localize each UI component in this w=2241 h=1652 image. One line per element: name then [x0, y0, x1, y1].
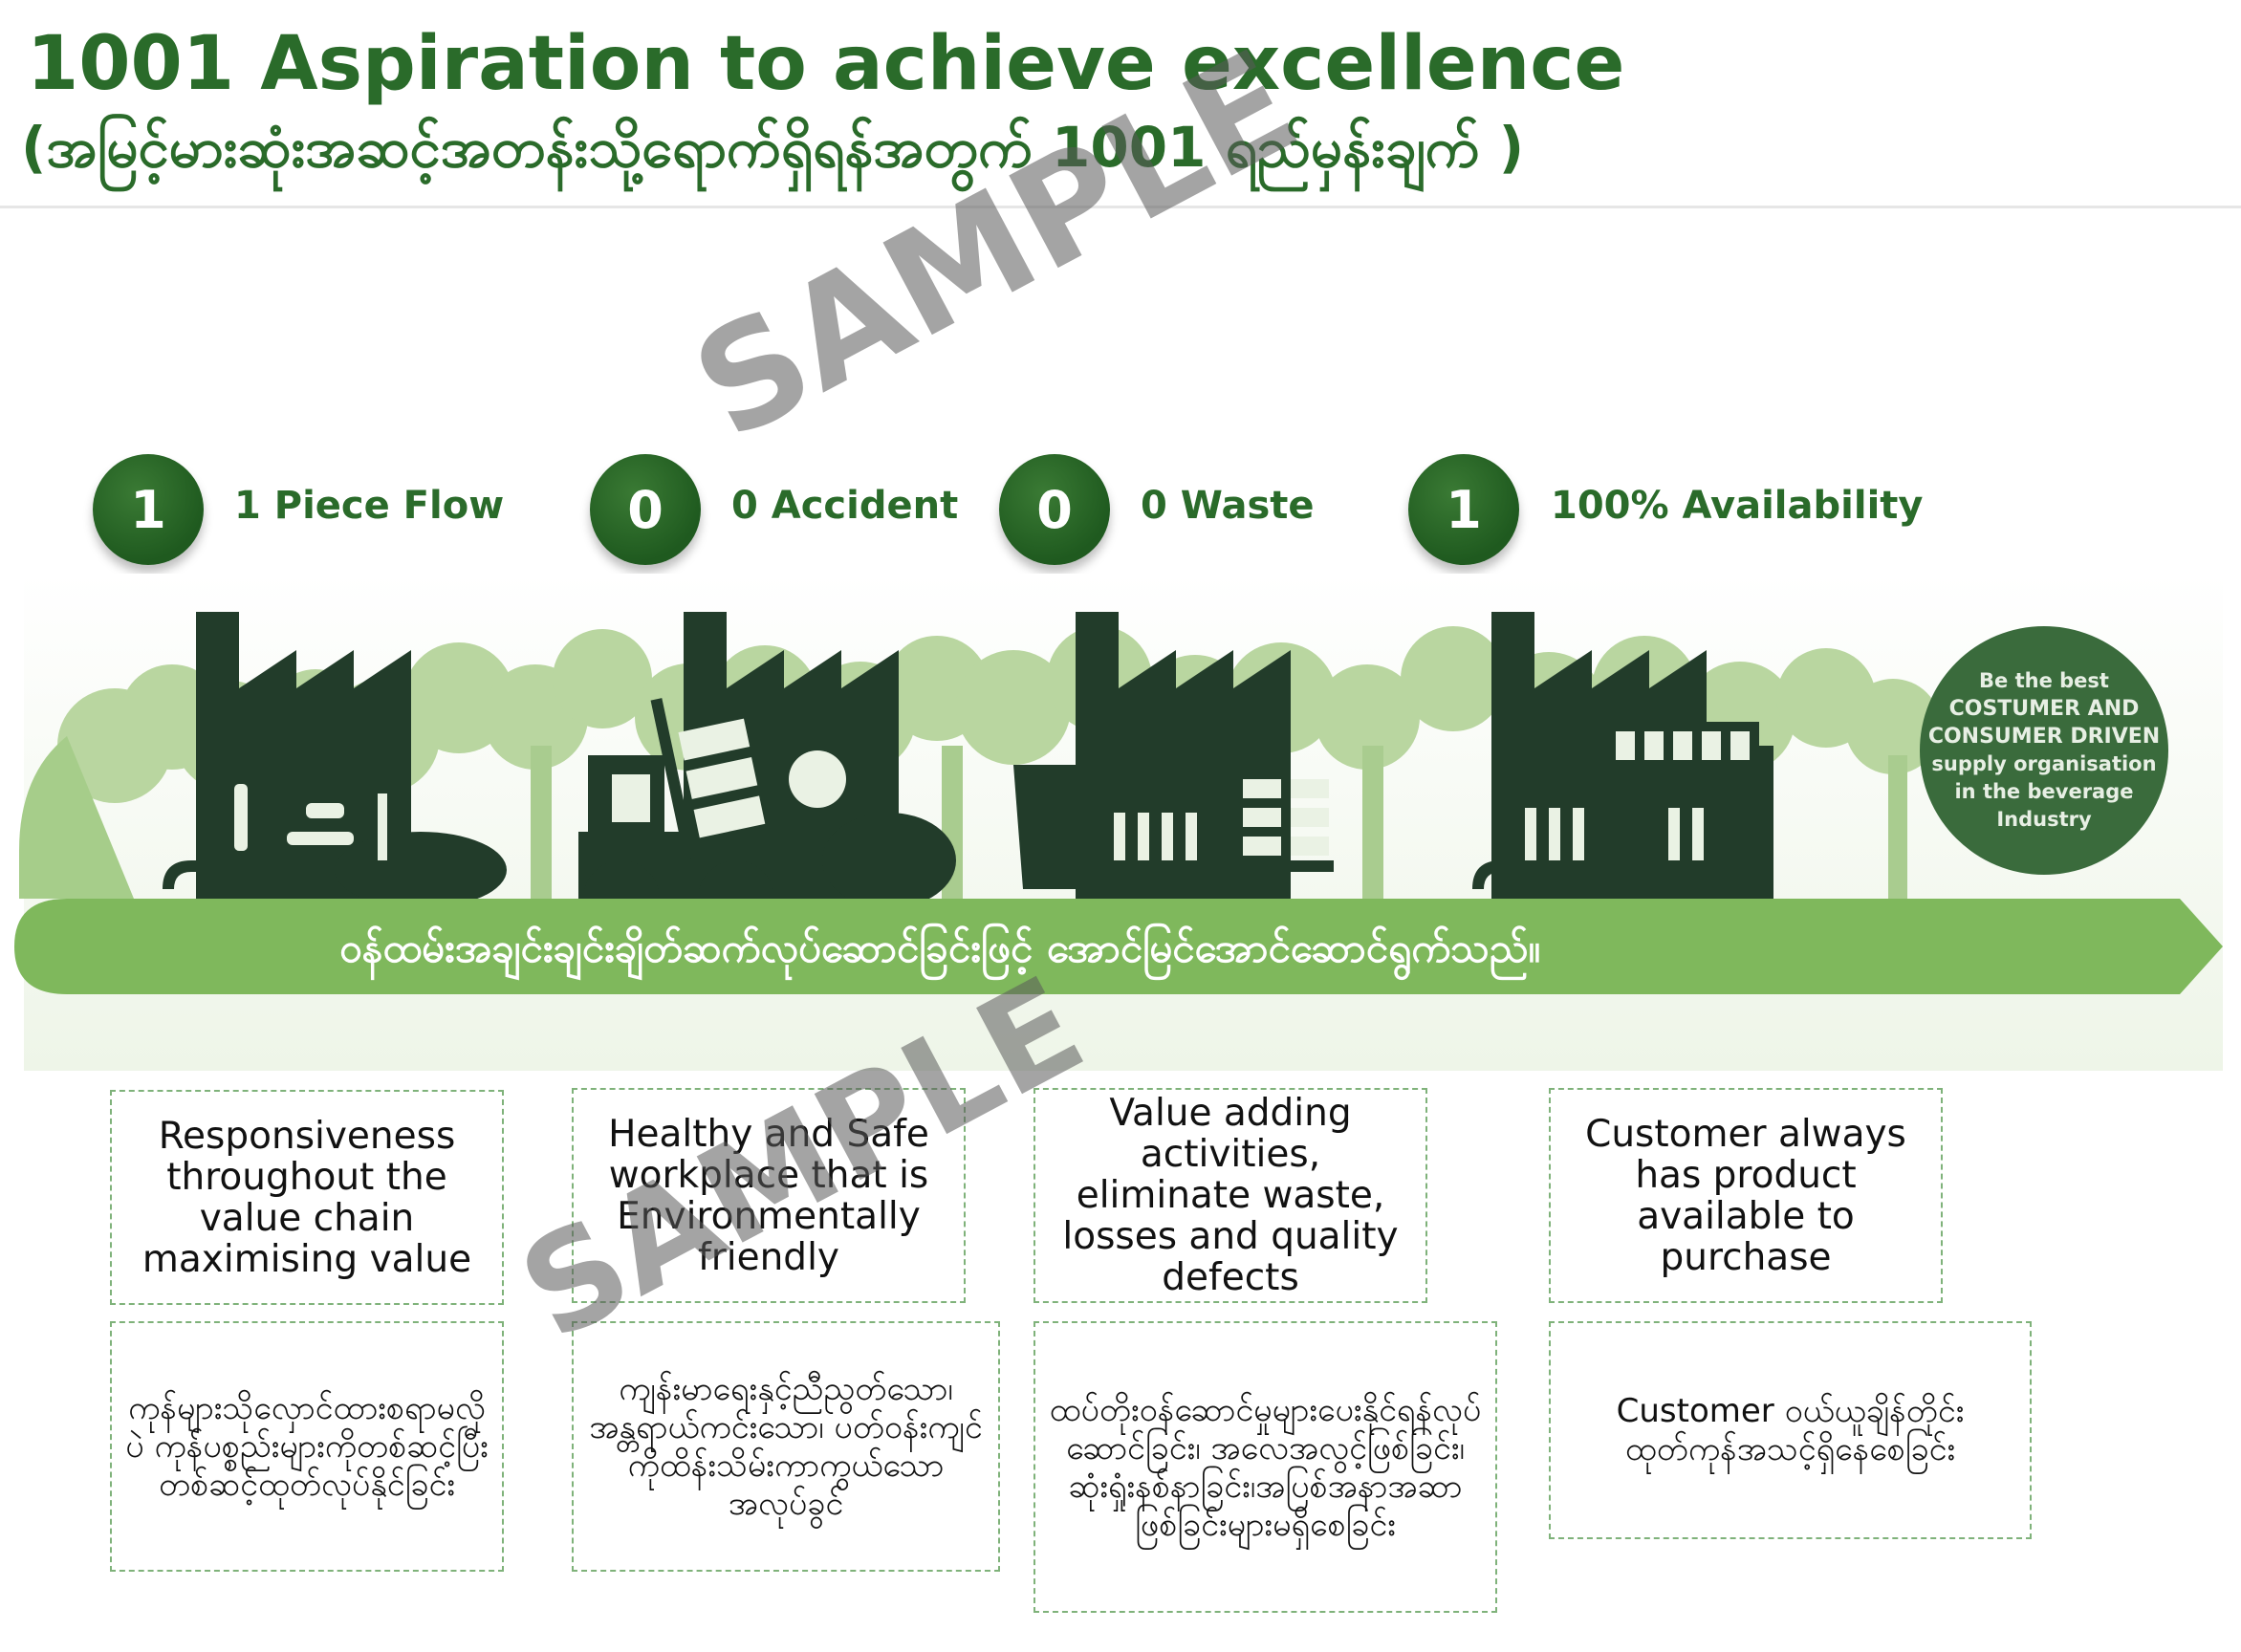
step-4-label: 100% Availability — [1551, 484, 1924, 528]
badge-line-5: in the beverage — [1954, 780, 2134, 803]
banner-arrow — [14, 899, 2223, 994]
desc-box-en-1: Responsiveness throughout the value chai… — [110, 1090, 504, 1305]
badge-line-6: Industry — [1996, 808, 2092, 831]
desc-box-en-2: Healthy and Safe workplace that is Envir… — [572, 1088, 966, 1303]
badge-line-2: COSTUMER AND — [1948, 697, 2140, 721]
desc-box-en-3: Value adding activities, eliminate waste… — [1033, 1088, 1427, 1303]
desc-box-my-2: ကျန်းမာရေးနှင့်ညီညွတ်သော၊အန္တရာယ်ကင်းသော… — [572, 1321, 1000, 1572]
step-1-label: 1 Piece Flow — [234, 484, 505, 528]
banner-left-tail — [19, 736, 134, 899]
mission-badge: Be the best COSTUMER AND CONSUMER DRIVEN… — [1920, 626, 2168, 875]
factory-illustration — [14, 574, 2223, 1071]
step-2-label: 0 Accident — [731, 484, 959, 528]
banner-text: ဝန်ထမ်းအချင်းချင်းချိတ်ဆက်လုပ်ဆောင်ခြင်း… — [339, 924, 1541, 971]
desc-box-my-1: ကုန်များသိုလှောင်ထားစရာမလိုပဲ ကုန်ပစ္စည်… — [110, 1321, 504, 1572]
badge-line-4: supply organisation — [1931, 752, 2157, 775]
step-3-number: 0 — [999, 454, 1110, 565]
desc-box-my-4: Customer ဝယ်ယူချိန်တိုင်း ထုတ်ကုန်အသင့်ရ… — [1549, 1321, 2032, 1539]
step-3-label: 0 Waste — [1141, 484, 1315, 528]
step-2-number: 0 — [590, 454, 701, 565]
badge-line-3: CONSUMER DRIVEN — [1927, 725, 2161, 749]
page-title: 1001 Aspiration to achieve excellence — [27, 21, 1625, 107]
desc-box-my-3: ထပ်တိုးဝန်ဆောင်မှုများပေးနိုင်ရန်လုပ်ဆော… — [1033, 1321, 1497, 1613]
badge-line-1: Be the best — [1979, 669, 2109, 692]
step-1-number: 1 — [93, 454, 204, 565]
factory-details — [234, 718, 1750, 860]
page-subtitle: (အမြင့်မားဆုံးအဆင့်အတန်းသို့ရောက်ရှိရန်အ… — [21, 115, 1525, 180]
header-divider — [0, 206, 2241, 208]
step-4-number: 1 — [1408, 454, 1519, 565]
desc-box-en-4: Customer always has product available to… — [1549, 1088, 1943, 1303]
